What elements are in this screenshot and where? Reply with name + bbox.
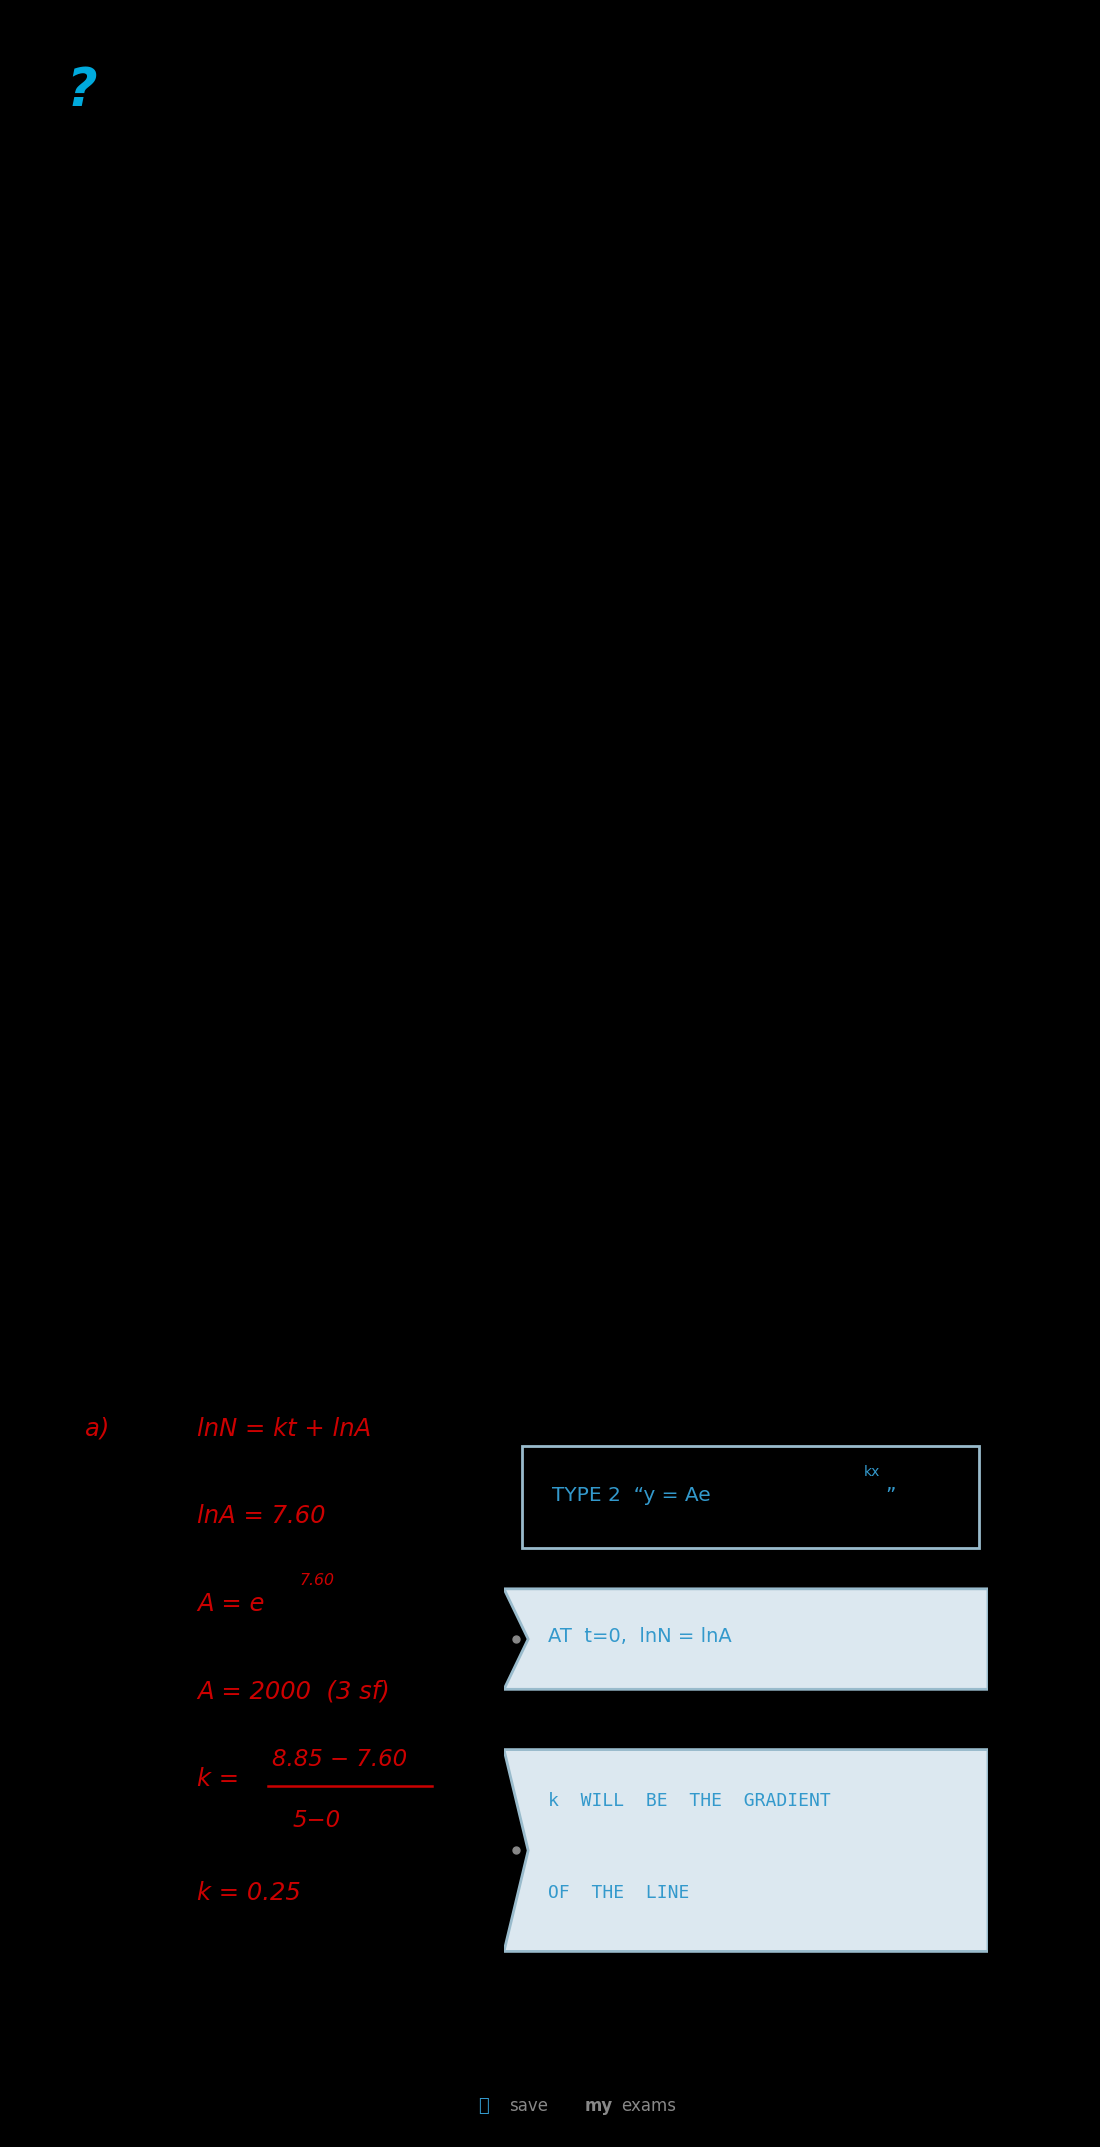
Text: kt: kt <box>258 919 275 938</box>
Text: k  WILL  BE  THE  GRADIENT: k WILL BE THE GRADIENT <box>548 1793 830 1810</box>
Text: N: N <box>495 225 514 251</box>
Text: correct to 3 significant figures.: correct to 3 significant figures. <box>218 1082 613 1108</box>
Text: a): a) <box>85 1417 109 1441</box>
Text: The number of bacteria,: The number of bacteria, <box>141 225 462 251</box>
Text: t: t <box>613 859 623 885</box>
Text: 8.85 − 7.60: 8.85 − 7.60 <box>272 1748 407 1771</box>
Text: N: N <box>495 859 514 885</box>
Text: (5, 8.85): (5, 8.85) <box>610 449 688 468</box>
Text: 2: 2 <box>348 743 360 760</box>
Text: lnN = kt + lnA: lnN = kt + lnA <box>197 1417 372 1441</box>
Text: OF  THE  LINE: OF THE LINE <box>548 1885 689 1902</box>
Text: 3: 3 <box>431 743 443 760</box>
Text: The scientist suggests that a suitable model for the: The scientist suggests that a suitable m… <box>141 779 806 805</box>
Text: 1: 1 <box>264 743 276 760</box>
Text: lnA = 7.60: lnA = 7.60 <box>197 1505 326 1529</box>
Text: 4: 4 <box>515 743 527 760</box>
Text: A = e: A = e <box>197 1593 264 1617</box>
Text: k = 0.25: k = 0.25 <box>197 1881 300 1904</box>
Text: A = 2000  (3 sf): A = 2000 (3 sf) <box>197 1679 389 1705</box>
Text: , giving your answers: , giving your answers <box>596 1020 872 1048</box>
Polygon shape <box>504 1750 988 1952</box>
Text: hours, is shown below.: hours, is shown below. <box>602 386 901 412</box>
Text: e: e <box>236 940 253 966</box>
Text: A: A <box>488 1020 506 1048</box>
Text: N: N <box>141 940 161 966</box>
Text: 7.60: 7.60 <box>299 1574 334 1589</box>
Text: ”: ” <box>886 1486 896 1505</box>
Text: t, HOURS: t, HOURS <box>704 745 781 762</box>
Text: N: N <box>395 386 414 412</box>
Text: =: = <box>168 940 207 966</box>
Text: k: k <box>579 1020 594 1048</box>
Text: 5: 5 <box>598 743 611 760</box>
Text: hours is of the form: hours is of the form <box>626 859 888 885</box>
Text: kx: kx <box>864 1466 880 1479</box>
Text: A: A <box>418 940 436 966</box>
Text: are constants.: are constants. <box>526 940 717 966</box>
Text: predict the number of bacteria after 9 hours.: predict the number of bacteria after 9 h… <box>218 1235 798 1260</box>
Text: (a) Find the values of: (a) Find the values of <box>112 1020 393 1048</box>
Text: , where: , where <box>293 940 396 966</box>
Text: k: k <box>507 940 521 966</box>
Text: my: my <box>585 2098 613 2115</box>
Text: ?: ? <box>66 64 97 116</box>
Text: , after: , after <box>518 859 604 885</box>
Text: t: t <box>586 386 596 412</box>
Text: save: save <box>509 2098 548 2115</box>
Text: A: A <box>214 940 232 966</box>
Text: AT  t=0,  lnN = lnA: AT t=0, lnN = lnA <box>548 1627 732 1647</box>
Text: 5−0: 5−0 <box>293 1810 340 1831</box>
Text: TYPE 2  “y = Ae: TYPE 2 “y = Ae <box>551 1486 711 1505</box>
Text: 0: 0 <box>182 743 192 760</box>
Text: exams: exams <box>621 2098 676 2115</box>
Polygon shape <box>504 1589 988 1690</box>
Text: and: and <box>440 940 505 966</box>
Text: , is recorded every hour from: , is recorded every hour from <box>518 225 895 251</box>
Text: (0, 7.60): (0, 7.60) <box>139 614 216 631</box>
Text: A scientist is studying the growth of bacteria in a: A scientist is studying the growth of ba… <box>141 64 774 90</box>
Text: and: and <box>510 1020 575 1048</box>
Text: The graph of ln: The graph of ln <box>141 386 345 412</box>
Text: (b) Use the model and your answers from part (a) to: (b) Use the model and your answers from … <box>112 1174 790 1200</box>
Text: Ⓜ: Ⓜ <box>478 2098 488 2115</box>
Text: the start of the experiment for 5 hours.: the start of the experiment for 5 hours. <box>141 307 649 333</box>
Text: laboratory experiment.: laboratory experiment. <box>141 146 439 172</box>
Text: k =: k = <box>197 1767 246 1791</box>
Text: ln N: ln N <box>144 341 180 359</box>
Text: number of bacteria,: number of bacteria, <box>141 859 405 885</box>
Text: against time,: against time, <box>416 386 602 412</box>
